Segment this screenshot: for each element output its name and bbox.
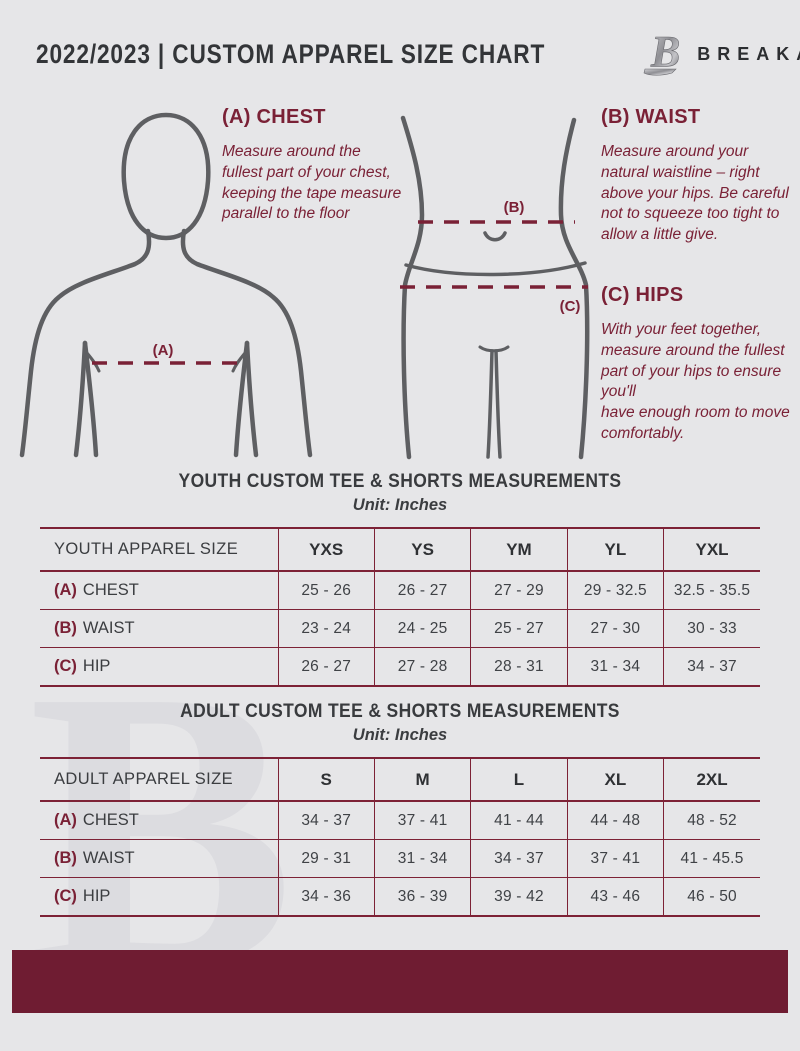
waist-instruction-heading: (B) WAIST <box>601 106 701 128</box>
chest-instruction-heading: (A) CHEST <box>222 106 326 128</box>
page-header: 2022/2023 | CUSTOM APPAREL SIZE CHART B … <box>36 26 800 82</box>
hips-instruction-heading: (C) HIPS <box>601 284 684 306</box>
youth-size-yl: YL <box>566 528 664 571</box>
adult-size-xl: XL <box>566 758 664 801</box>
youth-waist-ym: 25 - 27 <box>470 609 568 648</box>
youth-section-unit: Unit: Inches <box>352 496 448 514</box>
adult-chest-row: (A) CHEST 34 - 37 37 - 41 41 - 44 44 - 48… <box>40 801 760 840</box>
youth-hip-ym: 28 - 31 <box>470 647 568 686</box>
youth-chest-ym: 27 - 29 <box>470 571 568 610</box>
brand-lockup: B BREAKAWAY <box>642 26 800 83</box>
adult-chest-xl: 44 - 48 <box>566 801 664 840</box>
row-prefix: (A) <box>54 811 77 829</box>
adult-hip-l: 39 - 42 <box>470 877 568 916</box>
hips-line-label: (C) <box>560 298 581 315</box>
adult-hip-row: (C) HIP 34 - 36 36 - 39 39 - 42 43 - 46 4… <box>40 877 760 916</box>
row-name: WAIST <box>82 849 135 867</box>
youth-hip-yl: 31 - 34 <box>566 647 664 686</box>
chest-instruction: (A) CHEST Measure around the fullest par… <box>222 106 404 225</box>
upper-body-figure: (A) <box>15 103 315 463</box>
adult-section-unit: Unit: Inches <box>352 726 448 744</box>
chest-line-label: (A) <box>153 342 174 359</box>
adult-size-label: ADULT APPAREL SIZE <box>54 770 233 788</box>
adult-hip-m: 36 - 39 <box>373 877 471 916</box>
page-title: 2022/2023 | CUSTOM APPAREL SIZE CHART <box>36 38 546 69</box>
breakaway-logo-icon: B <box>642 26 688 83</box>
adult-size-2xl: 2XL <box>663 758 760 801</box>
youth-size-label: YOUTH APPAREL SIZE <box>54 540 239 558</box>
row-prefix: (B) <box>54 849 77 867</box>
row-name: CHEST <box>82 811 139 829</box>
youth-table-header-row: YOUTH APPAREL SIZE YXS YS YM YL YXL <box>40 528 760 571</box>
hips-instruction: (C) HIPS With your feet together, measur… <box>601 284 793 445</box>
waist-instruction-text: Measure around your natural waistline – … <box>601 143 789 244</box>
adult-size-s: S <box>277 758 375 801</box>
youth-hip-yxl: 34 - 37 <box>663 647 760 686</box>
waist-line-label: (B) <box>504 199 525 216</box>
hips-instruction-text: With your feet together, measure around … <box>601 321 790 442</box>
adult-chest-m: 37 - 41 <box>373 801 471 840</box>
row-name: WAIST <box>82 619 135 637</box>
youth-hip-row: (C) HIP 26 - 27 27 - 28 28 - 31 31 - 34 3… <box>40 647 760 686</box>
youth-waist-row: (B) WAIST 23 - 24 24 - 25 25 - 27 27 - 30… <box>40 609 760 648</box>
youth-chest-yl: 29 - 32.5 <box>566 571 664 610</box>
youth-chest-yxs: 25 - 26 <box>277 571 375 610</box>
adult-waist-xl: 37 - 41 <box>566 839 664 878</box>
adult-section-title: ADULT CUSTOM TEE & SHORTS MEASUREMENTS <box>180 701 620 722</box>
adult-hip-2xl: 46 - 50 <box>663 877 760 916</box>
row-prefix: (B) <box>54 619 77 637</box>
waist-instruction: (B) WAIST Measure around your natural wa… <box>601 106 793 246</box>
youth-waist-yxl: 30 - 33 <box>663 609 760 648</box>
youth-chest-ys: 26 - 27 <box>373 571 471 610</box>
adult-waist-l: 34 - 37 <box>470 839 568 878</box>
youth-size-ys: YS <box>373 528 471 571</box>
youth-chest-row: (A) CHEST 25 - 26 26 - 27 27 - 29 29 - 32… <box>40 571 760 610</box>
youth-section-title: YOUTH CUSTOM TEE & SHORTS MEASUREMENTS <box>178 471 622 492</box>
adult-size-m: M <box>373 758 471 801</box>
youth-waist-ys: 24 - 25 <box>373 609 471 648</box>
row-prefix: (C) <box>54 657 77 675</box>
adult-chest-s: 34 - 37 <box>277 801 375 840</box>
row-name: HIP <box>82 887 111 905</box>
adult-waist-m: 31 - 34 <box>373 839 471 878</box>
row-name: CHEST <box>82 581 139 599</box>
youth-waist-yl: 27 - 30 <box>566 609 664 648</box>
youth-hip-yxs: 26 - 27 <box>277 647 375 686</box>
brand-name: BREAKAWAY <box>697 43 800 64</box>
adult-size-l: L <box>470 758 568 801</box>
adult-hip-s: 34 - 36 <box>277 877 375 916</box>
adult-table-header-row: ADULT APPAREL SIZE S M L XL 2XL <box>40 758 760 801</box>
youth-waist-yxs: 23 - 24 <box>277 609 375 648</box>
lower-body-figure: (B) (C) <box>393 85 603 465</box>
youth-size-yxs: YXS <box>277 528 375 571</box>
youth-size-table: YOUTH APPAREL SIZE YXS YS YM YL YXL (A) C… <box>40 527 760 687</box>
adult-size-table: ADULT APPAREL SIZE S M L XL 2XL (A) CHEST… <box>40 757 760 917</box>
adult-chest-l: 41 - 44 <box>470 801 568 840</box>
youth-size-yxl: YXL <box>663 528 760 571</box>
youth-hip-ys: 27 - 28 <box>373 647 471 686</box>
adult-waist-s: 29 - 31 <box>277 839 375 878</box>
youth-size-ym: YM <box>470 528 568 571</box>
row-prefix: (C) <box>54 887 77 905</box>
row-name: HIP <box>82 657 111 675</box>
chest-instruction-text: Measure around the fullest part of your … <box>222 143 402 223</box>
youth-chest-yxl: 32.5 - 35.5 <box>663 571 760 610</box>
adult-hip-xl: 43 - 46 <box>566 877 664 916</box>
row-prefix: (A) <box>54 581 77 599</box>
adult-waist-2xl: 41 - 45.5 <box>663 839 760 878</box>
adult-waist-row: (B) WAIST 29 - 31 31 - 34 34 - 37 37 - 41… <box>40 839 760 878</box>
footer-bar <box>12 950 788 1013</box>
adult-chest-2xl: 48 - 52 <box>663 801 760 840</box>
svg-text:B: B <box>650 27 680 76</box>
